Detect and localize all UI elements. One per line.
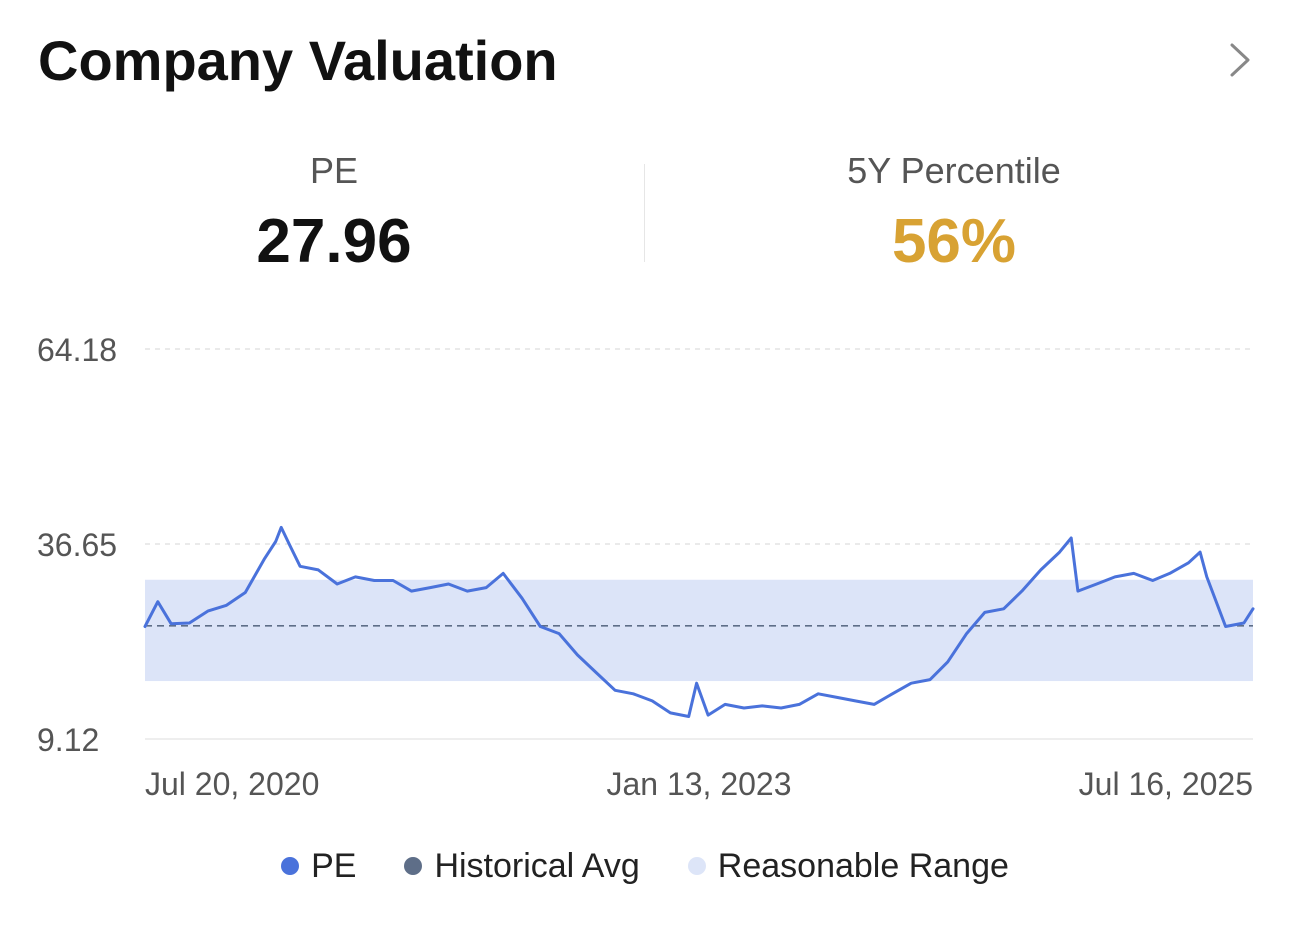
y-tick-label: 36.65	[37, 527, 117, 563]
pe-chart: 64.18 36.65 9.12 Jul 20, 2020 Jan 13, 2023 Ju…	[37, 332, 1255, 802]
legend-dot-icon	[687, 857, 706, 875]
x-tick-label: Jul 20, 2020	[145, 766, 319, 802]
legend-label: PE	[311, 846, 357, 885]
y-tick-label: 64.18	[37, 332, 117, 368]
pe-metric: PE 27.96	[134, 140, 534, 282]
legend-label: Reasonable Range	[717, 846, 1009, 885]
reasonable-range-band	[145, 579, 1253, 682]
metrics-row: PE 27.96 5Y Percentile 56%	[0, 140, 1290, 280]
legend-item[interactable]: PE	[281, 847, 356, 886]
pe-label: PE	[309, 150, 359, 191]
chart-legend: PE Historical Avg Reasonable Range	[0, 838, 1290, 894]
x-tick-label: Jan 13, 2023	[606, 766, 791, 802]
metrics-divider	[644, 164, 645, 262]
legend-item[interactable]: Reasonable Range	[687, 846, 1009, 886]
x-tick-label: Jul 16, 2025	[1079, 766, 1253, 802]
legend-label: Historical Avg	[434, 846, 640, 885]
y-tick-label: 9.12	[37, 722, 99, 758]
legend-item[interactable]: Historical Avg	[404, 846, 640, 886]
chevron-right-icon[interactable]	[1222, 38, 1258, 82]
legend-dot-icon	[281, 857, 300, 875]
card-title: Company Valuation	[38, 29, 558, 92]
percentile-value: 56%	[891, 207, 1017, 276]
percentile-metric: 5Y Percentile 56%	[754, 140, 1154, 282]
pe-value: 27.96	[256, 207, 412, 276]
card-header: Company Valuation	[38, 24, 1258, 98]
pe-series-line	[143, 525, 1255, 718]
legend-dot-icon	[404, 857, 423, 875]
percentile-label: 5Y Percentile	[847, 150, 1061, 191]
